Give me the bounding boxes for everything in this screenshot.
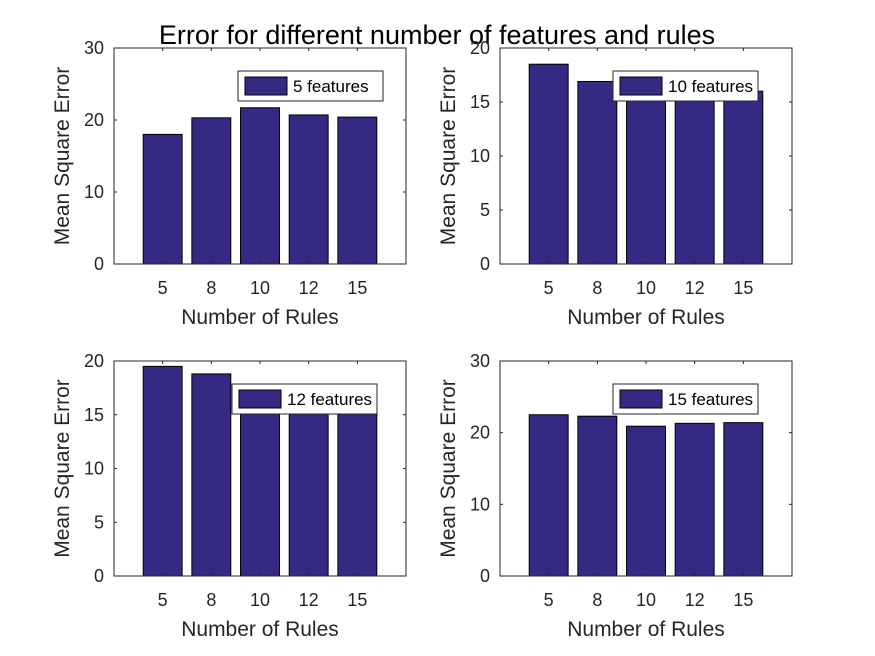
- bar-15: [723, 422, 764, 577]
- x-tick-label: 5: [158, 590, 168, 610]
- subplot-3: 5 8 10 12 15 0 5 10 15 20 Number of Rules Mean Squa…: [51, 351, 407, 641]
- x-tick-label: 10: [636, 590, 656, 610]
- bar-5: [528, 63, 569, 265]
- x-tick-label: 10: [250, 278, 270, 298]
- x-tick-label: 8: [206, 590, 216, 610]
- legend: 5 features: [237, 70, 384, 102]
- subplot-4: 5 8 10 12 15 0 10 20 30 Number of Rules Mean Squar…: [437, 351, 793, 641]
- y-tick-label: 5: [94, 512, 104, 532]
- subplot-grid: 5 8 10 12 15 0 10 20 30 Number of Rules Mean Squar…: [51, 38, 793, 641]
- bar-8: [577, 415, 618, 577]
- y-axis-label: Mean Square Error: [51, 67, 74, 246]
- x-tick-label: 10: [636, 278, 656, 298]
- legend: 15 features: [612, 383, 759, 415]
- y-tick-label: 20: [84, 110, 104, 130]
- x-tick-label: 8: [592, 278, 602, 298]
- y-tick-label: 0: [480, 566, 490, 586]
- y-axis-label: Mean Square Error: [437, 379, 460, 558]
- legend: 12 features: [231, 383, 378, 415]
- bar-10: [626, 90, 666, 265]
- y-tick-label: 30: [84, 38, 104, 58]
- x-tick-label: 15: [733, 590, 753, 610]
- x-tick-label: 5: [158, 278, 168, 298]
- x-tick-label: 5: [544, 278, 554, 298]
- bar-10: [626, 425, 666, 577]
- y-tick-label: 20: [470, 423, 490, 443]
- x-tick-label: 15: [347, 278, 367, 298]
- legend-label: 15 features: [668, 390, 753, 409]
- bar-15: [723, 90, 764, 265]
- y-axis-label: Mean Square Error: [51, 379, 74, 558]
- x-tick-label: 5: [544, 590, 554, 610]
- y-tick-label: 10: [84, 459, 104, 479]
- bar-12: [288, 114, 329, 265]
- y-tick-label: 15: [84, 405, 104, 425]
- x-tick-label: 15: [733, 278, 753, 298]
- legend-swatch: [244, 76, 288, 96]
- y-tick-label: 10: [84, 182, 104, 202]
- x-tick-label: 8: [206, 278, 216, 298]
- legend-swatch: [619, 76, 663, 96]
- y-tick-label: 0: [480, 254, 490, 274]
- bar-8: [191, 373, 232, 577]
- y-tick-label: 0: [94, 254, 104, 274]
- legend-swatch: [238, 389, 282, 409]
- subplot-2: 5 8 10 12 15 0 5 10 15 20 Number of Rules Mean Squa…: [437, 38, 793, 329]
- bar-12: [674, 90, 715, 265]
- bar-5: [528, 414, 569, 577]
- x-tick-label: 8: [592, 590, 602, 610]
- x-tick-label: 12: [299, 278, 319, 298]
- bar-10: [240, 107, 280, 265]
- y-axis-label: Mean Square Error: [437, 67, 460, 246]
- x-axis-label: Number of Rules: [181, 618, 339, 641]
- x-tick-label: 12: [685, 590, 705, 610]
- x-tick-label: 15: [347, 590, 367, 610]
- legend: 10 features: [612, 70, 759, 102]
- x-tick-label: 12: [299, 590, 319, 610]
- legend-label: 5 features: [293, 77, 369, 96]
- bar-5: [142, 133, 183, 265]
- legend-swatch: [619, 389, 663, 409]
- bar-15: [337, 403, 378, 577]
- y-tick-label: 30: [470, 351, 490, 371]
- bar-15: [337, 116, 378, 265]
- y-tick-label: 10: [470, 494, 490, 514]
- x-axis-label: Number of Rules: [181, 306, 339, 329]
- x-axis-label: Number of Rules: [567, 618, 725, 641]
- x-tick-label: 12: [685, 278, 705, 298]
- y-tick-label: 10: [470, 146, 490, 166]
- x-tick-label: 10: [250, 590, 270, 610]
- bar-5: [142, 365, 183, 577]
- bar-12: [674, 422, 715, 577]
- y-tick-label: 15: [470, 92, 490, 112]
- bar-8: [191, 117, 232, 265]
- y-tick-label: 20: [84, 351, 104, 371]
- legend-label: 12 features: [287, 390, 372, 409]
- y-tick-label: 20: [470, 38, 490, 58]
- y-tick-label: 5: [480, 200, 490, 220]
- bar-8: [577, 80, 618, 265]
- y-tick-label: 0: [94, 566, 104, 586]
- subplot-1: 5 8 10 12 15 0 10 20 30 Number of Rules Mean Squar…: [51, 38, 407, 329]
- bar-10: [240, 403, 280, 577]
- figure-title: Error for different number of features a…: [159, 20, 715, 50]
- legend-label: 10 features: [668, 77, 753, 96]
- bar-12: [288, 403, 329, 577]
- x-axis-label: Number of Rules: [567, 306, 725, 329]
